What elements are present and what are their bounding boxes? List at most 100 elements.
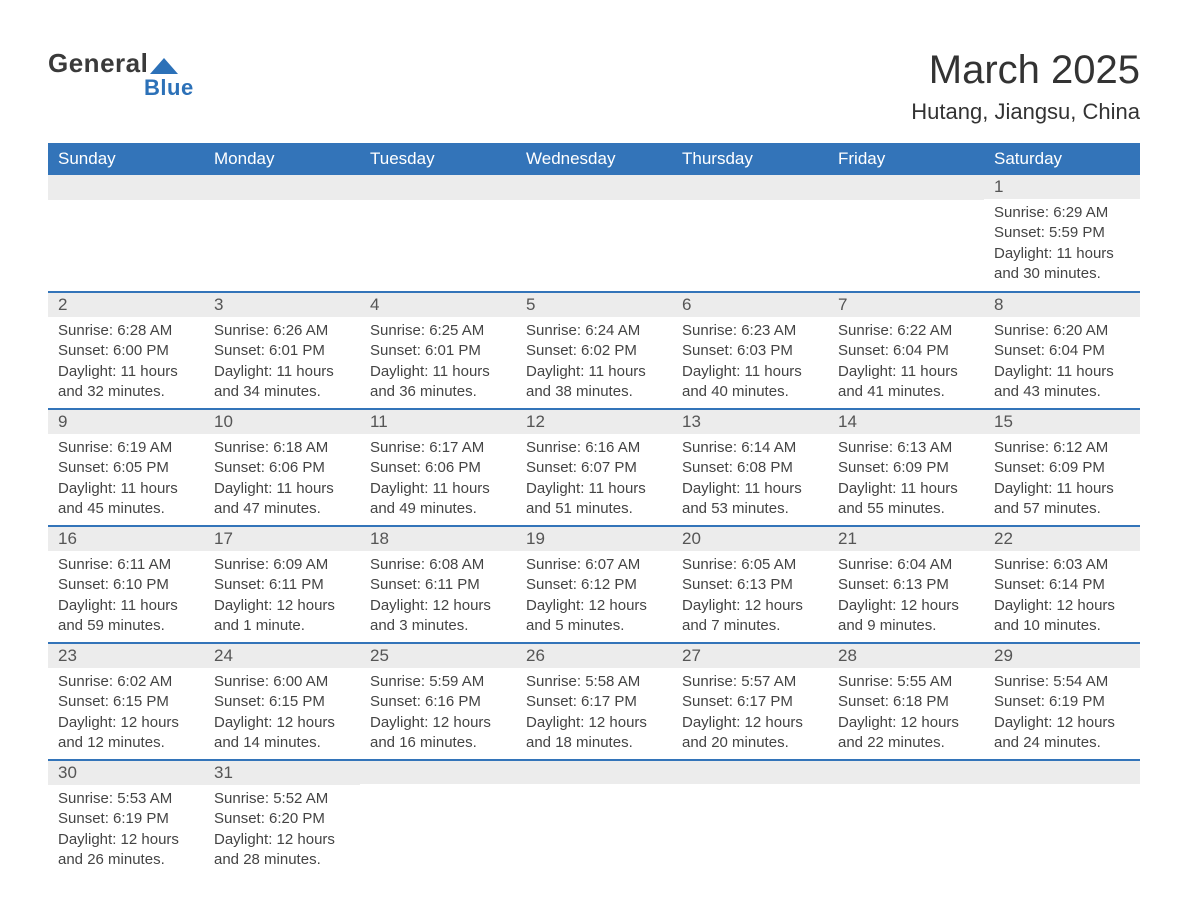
calendar-cell: 29Sunrise: 5:54 AMSunset: 6:19 PMDayligh…	[984, 642, 1140, 759]
day-body: Sunrise: 5:54 AMSunset: 6:19 PMDaylight:…	[984, 668, 1140, 759]
sunrise-line: Sunrise: 6:26 AM	[214, 321, 350, 341]
day-number-row	[828, 175, 984, 200]
sunset-line: Sunset: 6:11 PM	[370, 575, 506, 595]
daylight-line: Daylight: 11 hours and 47 minutes.	[214, 479, 350, 520]
calendar-week: 1Sunrise: 6:29 AMSunset: 5:59 PMDaylight…	[48, 175, 1140, 291]
day-body: Sunrise: 6:09 AMSunset: 6:11 PMDaylight:…	[204, 551, 360, 642]
sunrise-line: Sunrise: 6:29 AM	[994, 203, 1130, 223]
sunrise-line: Sunrise: 6:00 AM	[214, 672, 350, 692]
day-number-row: 25	[360, 642, 516, 668]
day-number: 9	[58, 412, 67, 431]
daylight-line: Daylight: 11 hours and 45 minutes.	[58, 479, 194, 520]
calendar-cell: 27Sunrise: 5:57 AMSunset: 6:17 PMDayligh…	[672, 642, 828, 759]
day-body: Sunrise: 5:59 AMSunset: 6:16 PMDaylight:…	[360, 668, 516, 759]
sunrise-line: Sunrise: 5:53 AM	[58, 789, 194, 809]
sunrise-line: Sunrise: 5:54 AM	[994, 672, 1130, 692]
day-number: 27	[682, 646, 701, 665]
day-number: 19	[526, 529, 545, 548]
day-number-row: 11	[360, 408, 516, 434]
day-number: 24	[214, 646, 233, 665]
day-number: 12	[526, 412, 545, 431]
sunrise-line: Sunrise: 6:17 AM	[370, 438, 506, 458]
day-body-empty	[516, 200, 672, 291]
sunset-line: Sunset: 6:01 PM	[370, 341, 506, 361]
day-number-row	[516, 175, 672, 200]
calendar-cell: 14Sunrise: 6:13 AMSunset: 6:09 PMDayligh…	[828, 408, 984, 525]
day-number: 31	[214, 763, 233, 782]
calendar-cell	[984, 759, 1140, 876]
month-title: March 2025	[911, 48, 1140, 93]
daylight-line: Daylight: 12 hours and 7 minutes.	[682, 596, 818, 637]
day-number: 20	[682, 529, 701, 548]
day-number: 25	[370, 646, 389, 665]
sunrise-line: Sunrise: 6:23 AM	[682, 321, 818, 341]
calendar-cell: 7 Sunrise: 6:22 AMSunset: 6:04 PMDaylight…	[828, 291, 984, 408]
sunrise-line: Sunrise: 5:58 AM	[526, 672, 662, 692]
day-body: Sunrise: 5:58 AMSunset: 6:17 PMDaylight:…	[516, 668, 672, 759]
calendar-cell: 9 Sunrise: 6:19 AMSunset: 6:05 PMDaylight…	[48, 408, 204, 525]
sunrise-line: Sunrise: 6:19 AM	[58, 438, 194, 458]
day-body: Sunrise: 6:19 AMSunset: 6:05 PMDaylight:…	[48, 434, 204, 525]
day-number: 22	[994, 529, 1013, 548]
calendar-cell: 31Sunrise: 5:52 AMSunset: 6:20 PMDayligh…	[204, 759, 360, 876]
day-number-row: 29	[984, 642, 1140, 668]
calendar-cell: 12Sunrise: 6:16 AMSunset: 6:07 PMDayligh…	[516, 408, 672, 525]
calendar-week: 9 Sunrise: 6:19 AMSunset: 6:05 PMDaylight…	[48, 408, 1140, 525]
calendar-cell: 24Sunrise: 6:00 AMSunset: 6:15 PMDayligh…	[204, 642, 360, 759]
day-number-row: 20	[672, 525, 828, 551]
header: General Blue March 2025 Hutang, Jiangsu,…	[48, 48, 1140, 125]
day-number-row: 4	[360, 291, 516, 317]
day-body: Sunrise: 6:05 AMSunset: 6:13 PMDaylight:…	[672, 551, 828, 642]
calendar-cell: 17Sunrise: 6:09 AMSunset: 6:11 PMDayligh…	[204, 525, 360, 642]
day-body: Sunrise: 6:08 AMSunset: 6:11 PMDaylight:…	[360, 551, 516, 642]
day-header: Thursday	[672, 143, 828, 175]
calendar-cell	[516, 759, 672, 876]
day-body-empty	[360, 784, 516, 875]
day-number-row: 17	[204, 525, 360, 551]
day-number: 28	[838, 646, 857, 665]
sunset-line: Sunset: 6:19 PM	[58, 809, 194, 829]
logo-text-general: General	[48, 48, 148, 79]
calendar-cell	[48, 175, 204, 291]
daylight-line: Daylight: 12 hours and 12 minutes.	[58, 713, 194, 754]
day-body: Sunrise: 6:29 AMSunset: 5:59 PMDaylight:…	[984, 199, 1140, 290]
day-body: Sunrise: 6:12 AMSunset: 6:09 PMDaylight:…	[984, 434, 1140, 525]
sunset-line: Sunset: 6:11 PM	[214, 575, 350, 595]
calendar-cell: 11Sunrise: 6:17 AMSunset: 6:06 PMDayligh…	[360, 408, 516, 525]
day-number-row: 21	[828, 525, 984, 551]
day-number: 4	[370, 295, 379, 314]
day-number-row: 16	[48, 525, 204, 551]
day-number: 3	[214, 295, 223, 314]
day-body: Sunrise: 6:17 AMSunset: 6:06 PMDaylight:…	[360, 434, 516, 525]
day-number-row: 3	[204, 291, 360, 317]
day-number-row: 23	[48, 642, 204, 668]
day-body: Sunrise: 6:11 AMSunset: 6:10 PMDaylight:…	[48, 551, 204, 642]
sunrise-line: Sunrise: 6:08 AM	[370, 555, 506, 575]
sunset-line: Sunset: 6:09 PM	[994, 458, 1130, 478]
calendar-cell: 13Sunrise: 6:14 AMSunset: 6:08 PMDayligh…	[672, 408, 828, 525]
day-header: Friday	[828, 143, 984, 175]
sunrise-line: Sunrise: 6:07 AM	[526, 555, 662, 575]
day-number-row: 6	[672, 291, 828, 317]
sunrise-line: Sunrise: 6:25 AM	[370, 321, 506, 341]
day-body: Sunrise: 6:04 AMSunset: 6:13 PMDaylight:…	[828, 551, 984, 642]
calendar-cell: 16Sunrise: 6:11 AMSunset: 6:10 PMDayligh…	[48, 525, 204, 642]
day-number-row: 15	[984, 408, 1140, 434]
day-number-row	[672, 175, 828, 200]
day-body-empty	[672, 784, 828, 875]
calendar-cell	[672, 175, 828, 291]
day-number: 8	[994, 295, 1003, 314]
sunset-line: Sunset: 6:20 PM	[214, 809, 350, 829]
daylight-line: Daylight: 12 hours and 9 minutes.	[838, 596, 974, 637]
day-body: Sunrise: 6:23 AMSunset: 6:03 PMDaylight:…	[672, 317, 828, 408]
calendar-cell: 5Sunrise: 6:24 AMSunset: 6:02 PMDaylight…	[516, 291, 672, 408]
daylight-line: Daylight: 12 hours and 1 minute.	[214, 596, 350, 637]
day-number-row	[672, 759, 828, 784]
day-number: 7	[838, 295, 847, 314]
day-number: 2	[58, 295, 67, 314]
day-body: Sunrise: 6:22 AMSunset: 6:04 PMDaylight:…	[828, 317, 984, 408]
sunset-line: Sunset: 6:07 PM	[526, 458, 662, 478]
day-number-row: 18	[360, 525, 516, 551]
calendar-cell: 3Sunrise: 6:26 AMSunset: 6:01 PMDaylight…	[204, 291, 360, 408]
daylight-line: Daylight: 12 hours and 5 minutes.	[526, 596, 662, 637]
